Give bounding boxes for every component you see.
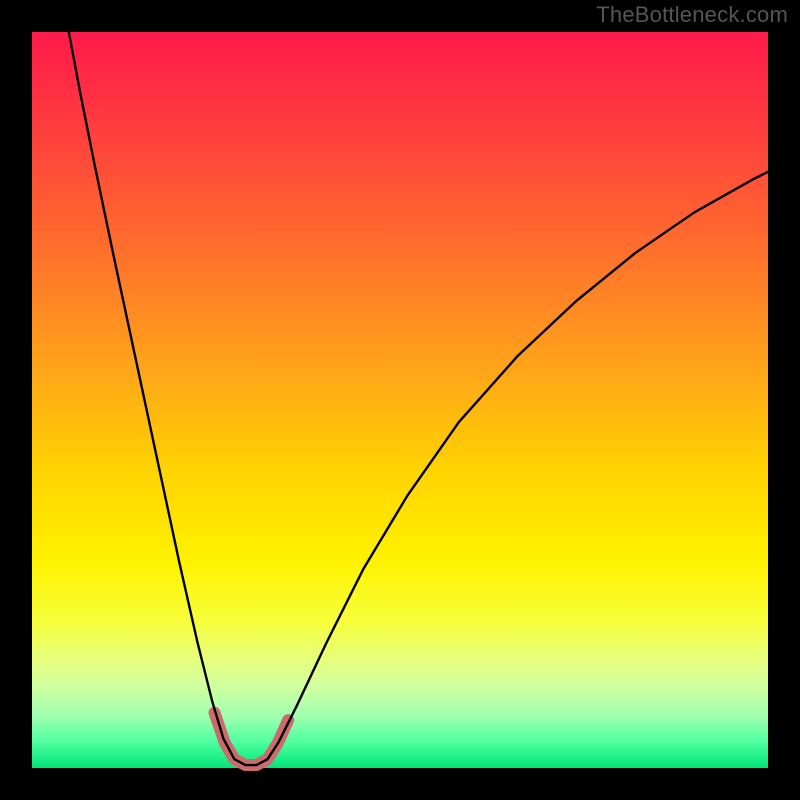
plot-background [32,32,768,768]
watermark-text: TheBottleneck.com [596,2,788,28]
chart-container: TheBottleneck.com [0,0,800,800]
chart-svg [0,0,800,800]
